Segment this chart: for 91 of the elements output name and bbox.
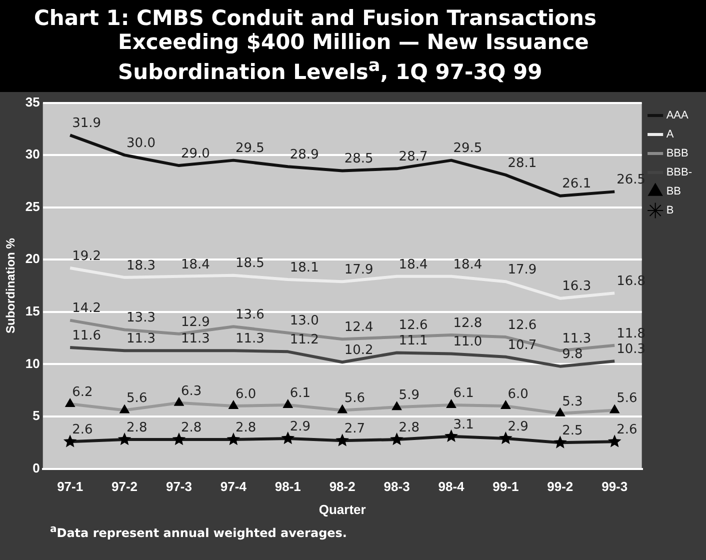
data-label: 11.3: [126, 332, 156, 347]
y-tick-label: 0: [32, 460, 40, 476]
data-label: 10.2: [344, 343, 374, 358]
data-label: 18.4: [398, 257, 428, 272]
data-label: 19.2: [72, 248, 102, 264]
text: $^{a}$Data represent annual weighted averages.: [50, 524, 348, 540]
data-label: 11.6: [72, 328, 102, 344]
data-label: 2.9: [290, 419, 311, 434]
data-label: 3.1: [453, 417, 474, 432]
data-label: 11.3: [180, 332, 210, 347]
data-label: 6.0: [235, 386, 256, 402]
legend-label: AAA: [666, 110, 689, 122]
x-tick-label: 98-2: [329, 479, 356, 494]
chart-title: Chart 1: CMBS Conduit and Fusion Transactions Exceeding $400 Million — New Issuance Subordination Levels$^{a}$, 1Q 97-3Q 99: [0, 0, 706, 92]
data-label: 5.9: [398, 388, 420, 403]
data-label: 11.3: [562, 332, 592, 347]
data-label: 18.4: [453, 257, 482, 272]
data-label: 6.1: [453, 386, 474, 401]
data-label: 12.6: [508, 318, 537, 333]
x-tick-label: 97-4: [220, 479, 248, 494]
data-label: 2.5: [562, 424, 583, 439]
data-label: 2.9: [508, 419, 528, 434]
x-tick-label: 97-1: [57, 479, 84, 494]
legend-label: BBB: [666, 148, 688, 160]
data-label: 28.5: [344, 152, 374, 167]
data-label: 30.0: [126, 136, 156, 151]
data-label: 18.3: [126, 258, 156, 274]
data-label: 17.9: [344, 262, 374, 278]
x-tick-label: 98-1: [274, 479, 301, 494]
x-tick-label: 98-3: [384, 479, 410, 494]
data-label: 11.1: [398, 334, 428, 349]
data-label: 17.9: [508, 262, 537, 278]
data-label: 28.9: [290, 147, 319, 162]
data-label: 31.9: [72, 116, 102, 132]
data-label: 5.6: [616, 391, 638, 406]
data-label: 18.4: [180, 257, 210, 272]
data-label: 2.7: [344, 421, 366, 436]
data-label: 6.0: [508, 386, 528, 402]
data-label: 2.6: [72, 422, 93, 438]
data-label: 5.6: [126, 391, 148, 406]
data-label: 11.2: [290, 332, 319, 348]
data-label: 13.3: [126, 310, 156, 326]
data-label: 12.6: [398, 318, 428, 333]
data-label: 18.1: [290, 260, 319, 276]
y-tick-label: 20: [25, 251, 40, 266]
data-label: 2.8: [398, 420, 420, 436]
data-label: 2.8: [235, 420, 256, 436]
legend-label: A: [666, 128, 674, 141]
data-label: 2.6: [616, 422, 638, 438]
data-label: 18.5: [235, 256, 264, 272]
data-label: 6.2: [72, 384, 93, 400]
data-label: 12.9: [180, 314, 210, 330]
y-tick-label: 30: [25, 146, 40, 162]
data-label: 11.0: [453, 334, 482, 350]
data-label: 5.6: [344, 391, 366, 406]
data-label: 28.7: [398, 150, 428, 165]
data-label: 12.8: [453, 316, 482, 331]
data-label: 13.0: [290, 314, 319, 329]
data-label: 12.4: [344, 320, 374, 336]
y-axis-title: Subordination %: [4, 238, 18, 334]
x-tick-label: 98-4: [438, 479, 466, 494]
data-label: 26.1: [562, 176, 592, 192]
data-label: 10.7: [508, 338, 537, 353]
data-label: 14.2: [72, 301, 102, 316]
x-tick-label: 97-3: [166, 479, 192, 494]
data-label: 29.0: [180, 146, 210, 162]
data-label: 2.8: [126, 420, 148, 436]
data-label: 9.8: [562, 347, 583, 362]
data-label: 13.6: [235, 307, 264, 322]
legend-label: B: [666, 204, 674, 217]
y-tick-label: 10: [25, 356, 40, 371]
y-tick-label: 15: [25, 304, 40, 319]
data-label: 29.5: [235, 141, 264, 156]
data-label: 11.3: [235, 332, 264, 347]
x-tick-label: 99-1: [492, 479, 519, 494]
x-tick-label: 99-3: [602, 479, 628, 494]
data-label: 6.3: [180, 384, 202, 399]
legend-label: BBB-: [666, 166, 692, 179]
y-tick-label: 25: [25, 198, 40, 214]
x-tick-label: 97-2: [112, 479, 138, 494]
y-tick-label: 5: [32, 408, 40, 424]
data-label: 6.1: [290, 386, 311, 401]
y-tick-label: 35: [25, 94, 40, 110]
data-label: 28.1: [508, 156, 537, 171]
legend-label: BB: [666, 186, 682, 198]
x-axis-title: Quarter: [318, 502, 366, 517]
data-label: 16.3: [562, 279, 592, 294]
x-tick-label: 99-2: [547, 479, 574, 494]
data-label: 2.8: [180, 420, 202, 436]
data-label: 29.5: [453, 141, 482, 156]
data-label: 5.3: [562, 394, 583, 410]
